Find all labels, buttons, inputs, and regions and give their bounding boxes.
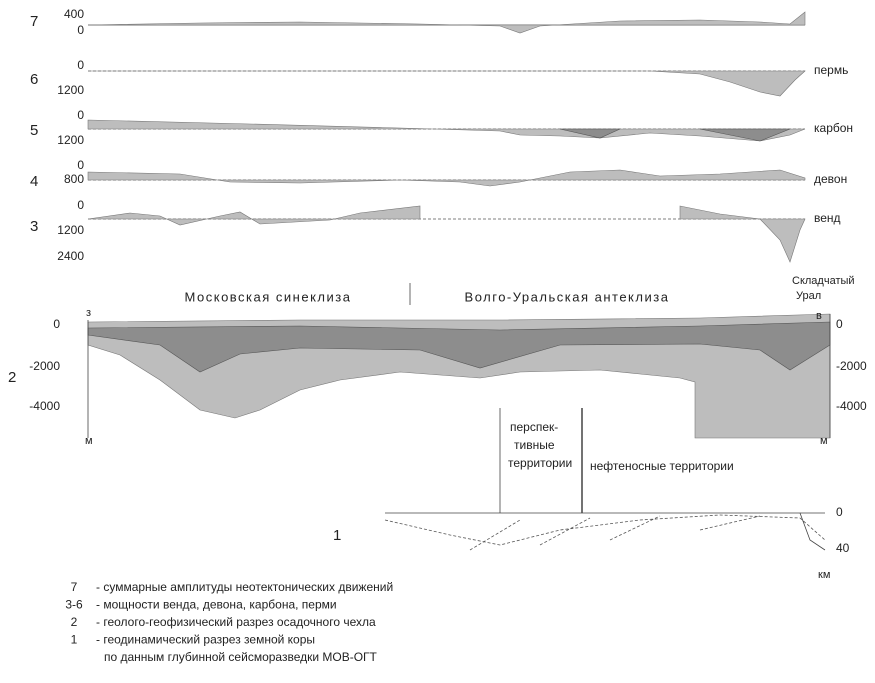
region-label: Волго-Уральская антеклиза — [465, 289, 670, 304]
panel-label: венд — [814, 211, 841, 225]
tick-label: 0 — [77, 108, 84, 122]
region-label: Московская синеклиза — [185, 289, 352, 304]
tick-label: 1200 — [57, 83, 84, 97]
territory-label: тивные — [514, 438, 555, 452]
panel-6 — [88, 70, 806, 97]
panel-number: 6 — [30, 71, 38, 88]
region-label: Складчатый — [792, 275, 855, 287]
legend-text: - геолого-геофизический разрез осадочног… — [96, 615, 376, 629]
tick-label: 1200 — [57, 133, 84, 147]
tick-label: 800 — [64, 172, 84, 186]
panel-number: 1 — [333, 527, 341, 544]
tick-label: 0 — [77, 58, 84, 72]
region-label: Урал — [796, 290, 821, 302]
tick-label: 2400 — [57, 249, 84, 263]
tick-label: -2000 — [836, 359, 867, 373]
tick-label: 40 — [836, 541, 850, 555]
tick-label: 1200 — [57, 223, 84, 237]
panel-number: 7 — [30, 13, 38, 30]
legend-key: 2 — [71, 615, 78, 629]
panel-number: 3 — [30, 218, 38, 235]
legend-key: 3-6 — [65, 598, 83, 612]
panel-label: девон — [814, 172, 847, 186]
unit-label: м — [820, 435, 828, 447]
legend-text: по данным глубинной сейсморазведки МОВ-О… — [104, 650, 378, 664]
territory-label: территории — [508, 456, 572, 470]
tick-label: 0 — [77, 198, 84, 212]
legend: 7 - суммарные амплитуды неотектонических … — [65, 580, 393, 664]
legend-text: - геодинамический разрез земной коры — [96, 633, 315, 647]
crust-1 — [384, 408, 826, 551]
direction-label: з — [86, 307, 91, 319]
unit-label: км — [818, 569, 830, 581]
legend-key: 7 — [71, 580, 78, 594]
panel-number: 2 — [8, 369, 16, 386]
tick-label: -2000 — [29, 359, 60, 373]
tick-label: 400 — [64, 7, 84, 21]
tick-label: -4000 — [29, 399, 60, 413]
panel-number: 5 — [30, 122, 38, 139]
unit-label: м — [85, 435, 93, 447]
tick-label: 0 — [836, 505, 843, 519]
section-2 — [87, 283, 831, 439]
legend-text: - суммарные амплитуды неотектонических д… — [96, 580, 393, 594]
legend-key: 1 — [71, 633, 78, 647]
tick-label: 0 — [77, 158, 84, 172]
tick-label: 0 — [836, 317, 843, 331]
panel-4 — [87, 169, 806, 187]
panel-label: пермь — [814, 63, 848, 77]
direction-label: в — [816, 310, 822, 322]
territory-label: перспек- — [510, 420, 558, 434]
panel-5 — [87, 119, 806, 142]
tick-label: 0 — [77, 23, 84, 37]
panel-number: 4 — [30, 173, 38, 190]
panel-3 — [87, 205, 806, 263]
tick-label: 0 — [53, 317, 60, 331]
panel-7 — [87, 11, 806, 34]
legend-text: - мощности венда, девона, карбона, перми — [96, 598, 337, 612]
panel-label: карбон — [814, 121, 853, 135]
tick-label: -4000 — [836, 399, 867, 413]
territory-label: нефтеносные территории — [590, 459, 734, 473]
